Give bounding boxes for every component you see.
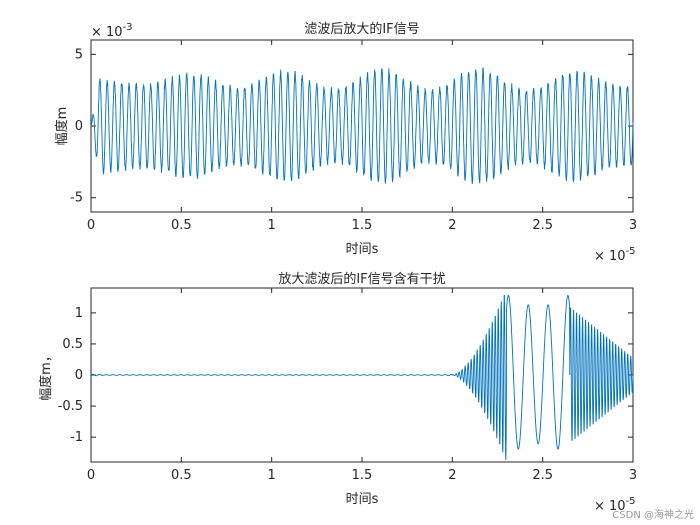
x-tick-label: 0: [87, 468, 95, 483]
y-tick-label: 1: [75, 306, 83, 321]
axes-top-ylabel: 幅度m: [54, 107, 70, 146]
axes-bottom-ylabel: 幅度m，: [38, 349, 54, 401]
x-tick-label: 2.5: [532, 468, 553, 483]
y-tick-label: -5: [70, 191, 83, 206]
axes-bottom-title: 放大滤波后的IF信号含有干扰: [278, 271, 445, 287]
axes-top-title: 滤波后放大的IF信号: [304, 21, 419, 37]
y-tick-label: 0: [75, 119, 83, 134]
x-tick-label: 1: [268, 218, 276, 233]
axes-bottom-xlabel: 时间s: [346, 492, 379, 507]
y-tick-label: -1: [70, 430, 83, 445]
x-tick-label: 1.5: [352, 468, 373, 483]
watermark: CSDN @海神之光: [612, 506, 694, 521]
x-tick-label: 2: [448, 468, 456, 483]
x-tick-label: 0: [87, 218, 95, 233]
y-tick-label: 0.5: [62, 337, 83, 352]
x-tick-label: 3: [629, 218, 637, 233]
y-tick-label: 0: [75, 368, 83, 383]
axes-top-xlabel: 时间s: [346, 242, 379, 257]
x-tick-label: 0.5: [171, 468, 192, 483]
x-tick-label: 0.5: [171, 218, 192, 233]
y-tick-label: -0.5: [58, 399, 83, 414]
x-tick-label: 2.5: [532, 218, 553, 233]
x-tick-label: 3: [629, 468, 637, 483]
x-tick-label: 2: [448, 218, 456, 233]
x-tick-label: 1.5: [352, 218, 373, 233]
y-tick-label: 5: [75, 47, 83, 62]
x-tick-label: 1: [268, 468, 276, 483]
